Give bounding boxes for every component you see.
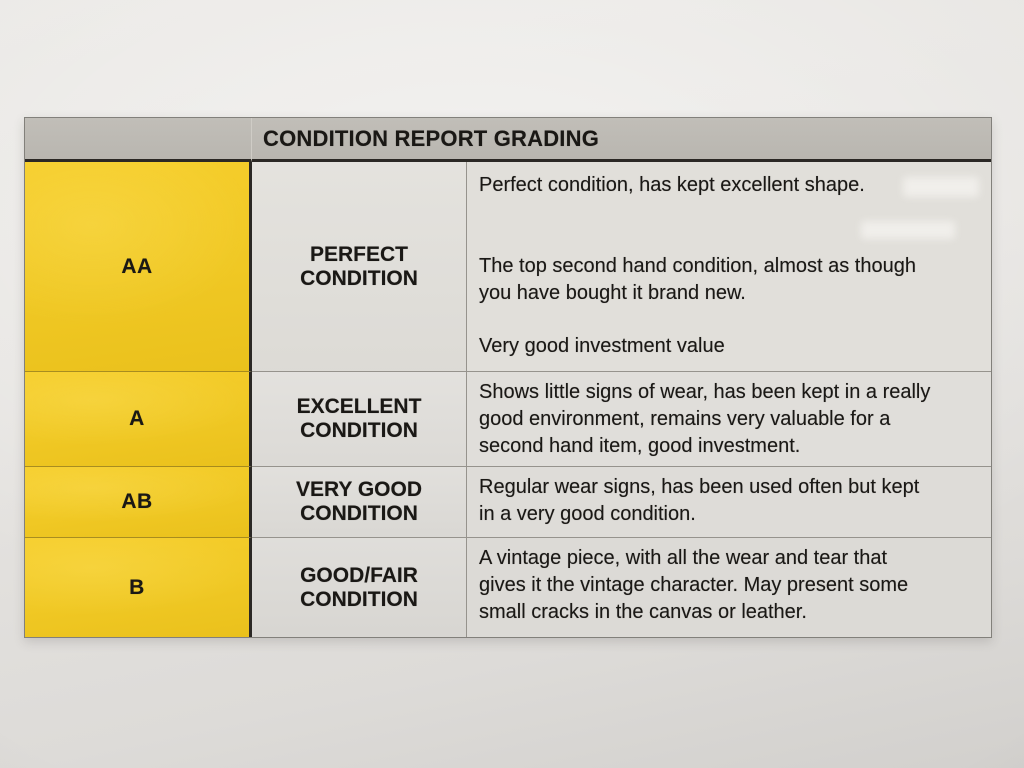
description-cell-ab: Regular wear signs, has been used often …: [467, 467, 991, 538]
description-cell-a: Shows little signs of wear, has been kep…: [467, 372, 991, 467]
description-paragraph: The top second hand condition, almost as…: [479, 255, 916, 304]
condition-name-cell-ab: VERY GOOD CONDITION: [252, 467, 467, 538]
grade-label-a: A: [129, 407, 145, 430]
condition-name-aa: PERFECT CONDITION: [300, 243, 418, 291]
condition-name-line: CONDITION: [300, 502, 418, 525]
condition-name-line: PERFECT: [309, 242, 408, 266]
condition-name-line: CONDITION: [300, 266, 418, 290]
description-paragraph: Perfect condition, has kept excellent sh…: [479, 174, 865, 196]
description-paragraph: A vintage piece, with all the wear and t…: [479, 547, 909, 623]
grade-cell-b: B: [25, 538, 252, 637]
condition-name-a: EXCELLENT CONDITION: [297, 395, 422, 443]
grade-label-b: B: [129, 575, 145, 599]
condition-grading-table: CONDITION REPORT GRADING AA PERFECT COND…: [24, 117, 992, 638]
description-cell-aa: Perfect condition, has kept excellent sh…: [467, 162, 991, 372]
description-paragraph: Shows little signs of wear, has been kep…: [479, 381, 931, 457]
condition-name-line: GOOD/FAIR: [300, 563, 418, 587]
condition-name-cell-a: EXCELLENT CONDITION: [252, 372, 467, 467]
condition-name-line: CONDITION: [300, 419, 418, 442]
grade-label-ab: AB: [121, 490, 153, 513]
description-paragraph: Very good investment value: [479, 335, 725, 357]
white-out-mark: [861, 221, 955, 239]
condition-name-line: VERY GOOD: [295, 478, 423, 501]
condition-name-ab: VERY GOOD CONDITION: [296, 478, 422, 526]
condition-name-line: EXCELLENT: [296, 395, 422, 418]
table-title: CONDITION REPORT GRADING: [263, 125, 600, 151]
condition-name-cell-aa: PERFECT CONDITION: [252, 162, 467, 372]
grade-cell-ab: AB: [25, 467, 252, 538]
condition-name-line: CONDITION: [300, 587, 418, 611]
header-spacer-cell: [25, 118, 252, 162]
condition-name-b: GOOD/FAIR CONDITION: [300, 564, 418, 612]
grade-cell-a: A: [25, 372, 252, 467]
description-cell-b: A vintage piece, with all the wear and t…: [467, 538, 991, 637]
header-cell: CONDITION REPORT GRADING: [252, 118, 991, 162]
condition-name-cell-b: GOOD/FAIR CONDITION: [252, 538, 467, 637]
grade-cell-aa: AA: [25, 162, 252, 372]
description-paragraph: Regular wear signs, has been used often …: [479, 476, 920, 525]
grade-label-aa: AA: [121, 254, 153, 278]
